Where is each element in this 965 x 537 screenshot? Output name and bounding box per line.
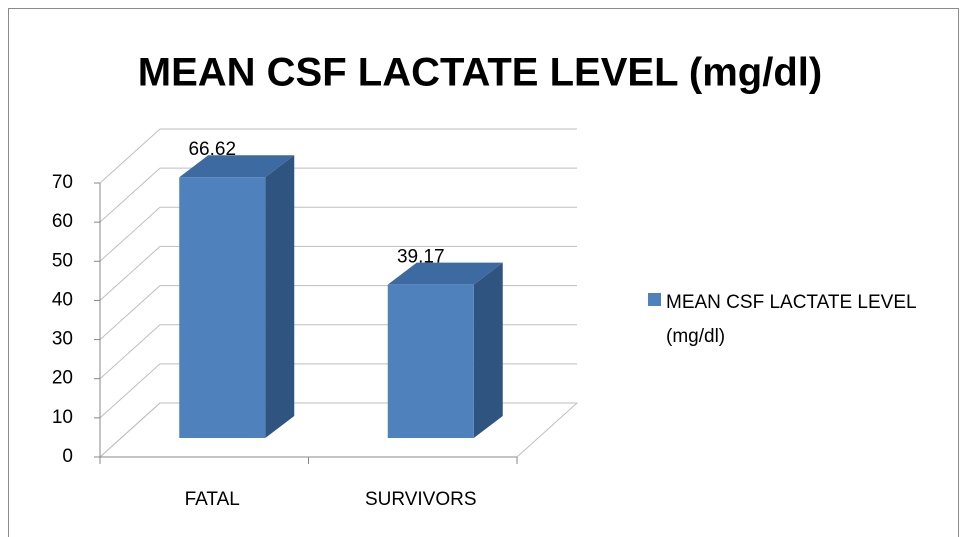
- legend: MEAN CSF LACTATE LEVEL (mg/dl): [666, 292, 916, 347]
- legend-label: MEAN CSF LACTATE LEVEL (mg/dl): [666, 292, 916, 347]
- grid-line: [99, 245, 577, 301]
- grid-line: [99, 128, 577, 184]
- bar: [387, 284, 474, 438]
- grid-line: [99, 206, 577, 262]
- bar-top: [387, 262, 503, 285]
- y-tick-label: 20: [52, 368, 73, 389]
- y-tick-label: 40: [52, 289, 73, 310]
- plot-area: 0 10 20 30 40 50 60 70 FATAL 66.62 SURVIVORS 39.17: [52, 128, 579, 510]
- y-tick-label: 10: [52, 407, 73, 428]
- data-label: 66.62: [188, 139, 236, 160]
- x-tick-label: SURVIVORS: [365, 489, 477, 510]
- y-tick-label: 30: [52, 329, 73, 350]
- y-tick-label: 50: [52, 250, 73, 271]
- y-tick-label: 0: [62, 446, 73, 467]
- bar-side: [265, 155, 295, 438]
- chart-title: MEAN CSF LACTATE LEVEL (mg/dl): [138, 51, 822, 95]
- data-label: 39.17: [397, 247, 445, 268]
- bar-side: [473, 262, 503, 438]
- legend-swatch: [648, 293, 661, 306]
- bar-top: [179, 155, 295, 178]
- y-tick-label: 70: [52, 172, 73, 193]
- bar: [179, 177, 266, 438]
- y-tick-label: 60: [52, 211, 73, 232]
- x-tick-label: FATAL: [185, 489, 240, 510]
- grid-line: [99, 167, 577, 223]
